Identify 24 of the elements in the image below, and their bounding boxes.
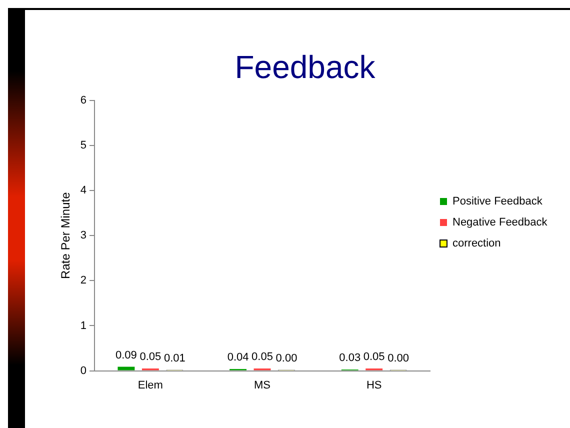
y-tick-label: 5: [80, 140, 87, 152]
data-label: 0.03: [339, 352, 361, 364]
data-label: 0.00: [276, 352, 298, 364]
data-label: 0.09: [115, 349, 137, 362]
y-tick-label: 6: [80, 94, 87, 106]
y-tick-label: 4: [80, 184, 87, 197]
data-label: 0.04: [227, 352, 249, 364]
legend-label: correction: [452, 238, 501, 250]
y-tick-label: 3: [80, 230, 87, 242]
y-axis-title: Rate Per Minute: [58, 192, 73, 279]
legend-label: Negative Feedback: [452, 216, 548, 229]
data-label: 0.00: [388, 352, 410, 364]
legend-label: Positive Feedback: [452, 196, 543, 208]
data-label: 0.05: [252, 351, 273, 364]
x-tick-label: MS: [254, 379, 271, 392]
y-tick-label: 2: [80, 274, 87, 287]
y-tick-label: 1: [80, 320, 87, 332]
y-tick-label: 0: [80, 364, 87, 377]
chart-title: Feedback: [234, 49, 376, 86]
data-label: 0.01: [164, 352, 186, 364]
data-label: 0.05: [363, 351, 385, 364]
data-label: 0.05: [140, 351, 162, 364]
x-tick-label: HS: [366, 379, 382, 392]
x-tick-label: Elem: [138, 379, 163, 392]
